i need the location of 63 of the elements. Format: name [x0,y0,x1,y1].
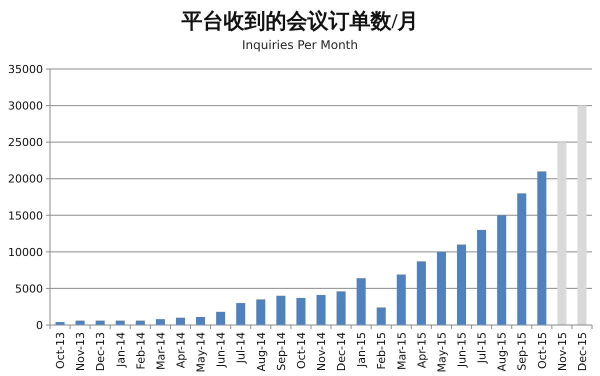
x-tick-label: Dec-15 [576,332,589,372]
x-tick-label: Jul-14 [234,332,248,364]
chart-subtitle: Inquiries Per Month [242,38,358,52]
x-tick-label: Apr-14 [174,332,188,368]
bar [196,316,206,325]
bar [557,142,566,325]
bar [76,320,85,325]
y-tick-label: 15000 [8,209,43,222]
x-tick-label: Jan-15 [355,332,368,368]
x-tick-label: Aug-15 [496,332,509,372]
bar [176,318,185,325]
x-tick-label: May-14 [194,332,208,373]
bar [457,244,466,325]
bar [276,296,286,325]
x-tick-label: Aug-14 [254,332,268,372]
x-tick-label: Jul-15 [476,332,489,364]
x-tick-label: Nov-15 [556,332,569,372]
bar [416,261,426,325]
x-tick-label: Feb-15 [375,332,388,370]
bar [136,320,145,325]
bar [356,278,366,325]
bar [436,252,446,325]
bar [316,295,326,325]
x-tick-label: Nov-14 [315,332,328,372]
y-tick-label: 0 [36,319,43,332]
bar [537,171,546,325]
x-tick-label: Apr-15 [415,332,428,368]
x-tick-label: Oct-14 [294,332,308,369]
x-tick-label: Oct-13 [54,332,68,369]
x-tick-label: Feb-14 [134,332,148,370]
bar [296,298,306,325]
x-tick-label: Sep-15 [516,332,529,371]
bar [256,299,266,325]
y-tick-label: 20000 [8,172,43,186]
bar [396,274,406,325]
bar [497,215,506,325]
bar [116,320,125,325]
bar [376,307,386,325]
bar [96,320,105,325]
y-tick-label: 30000 [8,100,43,113]
x-tick-label: Mar-14 [154,332,168,370]
x-tick-label: Jan-14 [114,332,128,368]
y-tick-label: 35000 [8,63,43,76]
bar [517,193,526,325]
bar [236,303,246,325]
x-tick-label: Nov-13 [74,332,88,372]
x-tick-label: Mar-15 [395,332,408,370]
bar [216,312,226,325]
bar [477,230,486,325]
y-tick-label: 5000 [15,282,43,296]
x-tick-label: May-15 [435,332,448,373]
y-tick-label: 25000 [8,136,43,150]
x-tick-label: Jun-14 [214,332,228,368]
x-tick-label: Sep-14 [274,332,288,371]
bar [156,319,165,325]
chart-title: 平台收到的会议订单数/月 [180,9,418,33]
x-tick-label: Dec-13 [94,332,108,372]
bar [577,106,586,325]
y-tick-label: 10000 [8,246,43,259]
bar [336,291,346,325]
x-tick-label: Oct-15 [536,332,549,369]
x-tick-label: Dec-14 [335,332,348,372]
x-tick-label: Jun-15 [456,332,469,368]
